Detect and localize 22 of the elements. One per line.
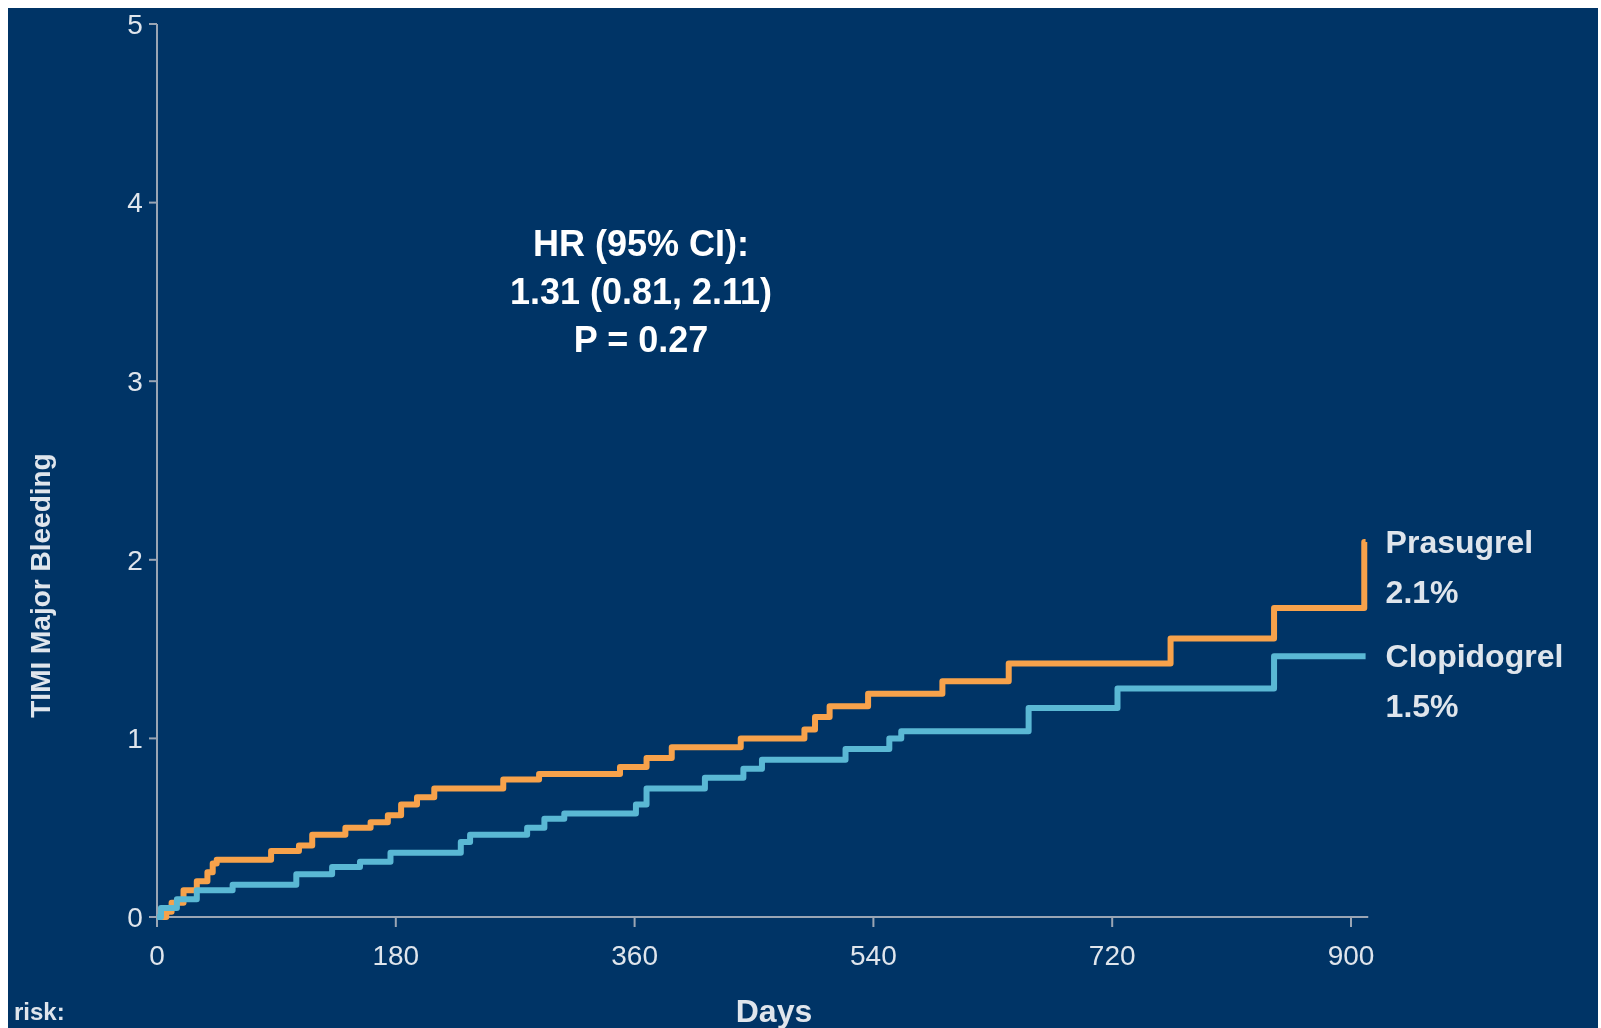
x-axis-title: Days <box>735 993 813 1028</box>
series-label: Clopidogrel <box>1385 638 1564 675</box>
x-tick-label: 180 <box>372 940 420 971</box>
y-axis-title: TIMI Major Bleeding <box>25 453 56 718</box>
y-tick-label: 1 <box>127 723 143 755</box>
annotation: 2.1% <box>1385 574 1459 611</box>
y-tick-label: 0 <box>127 901 143 933</box>
y-tick-label: 4 <box>127 187 143 219</box>
x-tick-label: 720 <box>1088 940 1136 971</box>
x-tick-label: 0 <box>149 940 165 971</box>
text: risk: <box>14 998 65 1025</box>
annotation: 1.5% <box>1385 688 1459 725</box>
x-tick-label: 900 <box>1327 940 1375 971</box>
annotation: P = 0.27 <box>573 319 709 360</box>
annotation: 1.31 (0.81, 2.11) <box>509 271 773 312</box>
x-tick-label: 540 <box>850 940 897 971</box>
y-tick-label: 5 <box>127 8 143 40</box>
annotation: HR (95% CI): <box>532 223 750 264</box>
series-label: Prasugrel <box>1385 524 1534 561</box>
y-tick-label: 2 <box>127 544 143 576</box>
x-tick-label: 360 <box>611 940 658 971</box>
y-tick-label: 3 <box>127 366 143 397</box>
